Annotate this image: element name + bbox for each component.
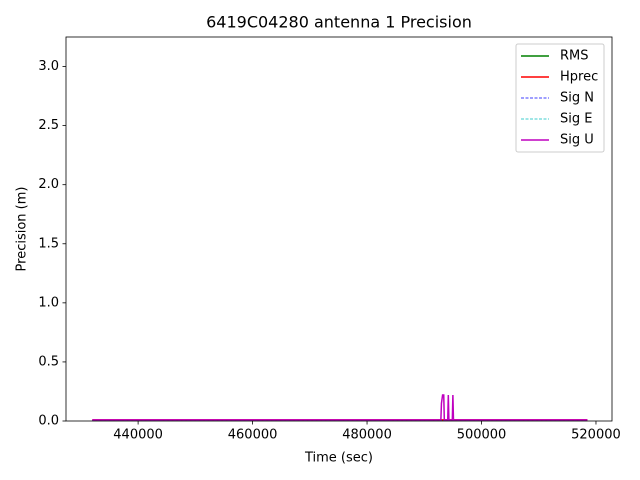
y-tick-label: 0.0 [38,414,59,429]
y-tick-label: 0.5 [38,354,59,369]
legend-label: Hprec [560,70,598,85]
y-tick-label: 2.5 [38,118,59,133]
x-tick-label: 500000 [457,428,507,443]
y-tick-label: 3.0 [38,59,59,74]
y-tick-label: 2.0 [38,177,59,192]
chart-title: 6419C04280 antenna 1 Precision [206,13,472,32]
x-tick-label: 440000 [113,428,163,443]
y-tick-label: 1.5 [38,236,59,251]
plot-frame [65,36,613,422]
y-axis-label: Precision (m) [15,187,30,272]
legend-label: RMS [560,49,589,64]
legend-label: Sig N [560,91,594,106]
series-line [92,394,588,421]
legend-label: Sig U [560,133,594,148]
x-axis-label: Time (sec) [304,451,373,466]
legend-label: Sig E [560,112,592,127]
x-tick-label: 480000 [342,428,392,443]
x-tick-label: 460000 [228,428,278,443]
y-tick-label: 1.0 [38,295,59,310]
x-tick-label: 520000 [571,428,621,443]
legend-box [515,43,605,153]
